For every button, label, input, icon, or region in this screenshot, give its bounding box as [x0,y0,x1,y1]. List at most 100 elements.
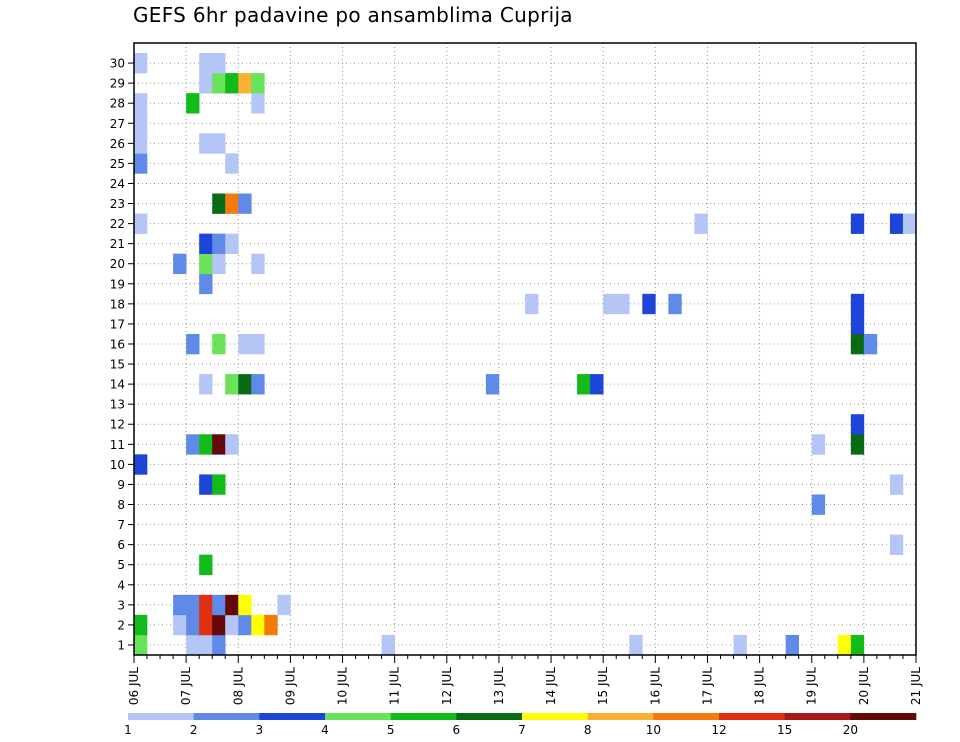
heatmap-cell [199,73,213,94]
x-tick-label: 11 JUL [388,667,402,705]
y-tick-label: 18 [110,297,125,311]
colorbar-label: 10 [646,723,661,737]
heatmap-cell [277,594,291,616]
heatmap-cell [238,193,252,214]
y-tick-label: 5 [117,558,125,572]
y-tick-label: 28 [110,97,125,111]
heatmap-cell [199,273,213,295]
colorbar-segment [587,713,654,720]
x-tick-label: 10 JUL [336,667,350,705]
heatmap-cell [212,614,226,636]
x-tick-label: 20 JUL [857,667,871,705]
y-tick-label: 23 [110,197,125,211]
heatmap-cell [212,594,226,616]
heatmap-cell [199,233,213,254]
heatmap-cell [785,634,799,656]
heatmap-cell [186,614,200,636]
heatmap-cell [134,113,148,134]
heatmap-cell [251,73,265,94]
colorbar-segment [193,713,260,720]
y-tick-label: 2 [117,618,125,632]
heatmap-cell [381,634,395,656]
heatmap-cell [134,93,148,114]
y-tick-label: 13 [110,398,125,412]
heatmap-cell [186,93,200,114]
heatmap-cell [837,634,852,656]
y-tick-label: 27 [110,117,125,131]
heatmap-cell [577,374,591,395]
heatmap-cell [733,634,747,656]
heatmap-cell [199,133,213,154]
heatmap-cell [850,213,865,234]
heatmap-cell [264,614,278,636]
heatmap-cell [251,374,265,395]
heatmap-cell [238,374,252,395]
colorbar-label: 2 [190,723,198,737]
heatmap-cell [212,634,226,656]
heatmap-cell [902,213,917,234]
y-tick-label: 15 [110,358,125,372]
colorbar-segment [784,713,851,720]
heatmap-cell [212,53,226,74]
heatmap-cell [225,233,239,254]
heatmap-cell [173,594,187,616]
y-tick-label: 12 [110,418,125,432]
heatmap-cell [134,133,148,154]
colorbar-segment [259,713,326,720]
heatmap-cell [863,333,878,355]
y-tick-label: 1 [117,638,125,652]
colorbar-segment [456,713,523,720]
heatmap-cell [668,293,682,315]
x-tick-label: 09 JUL [283,667,297,705]
heatmap-cell [251,614,265,636]
colorbar-label: 3 [256,723,264,737]
colorbar-label: 8 [584,723,592,737]
colorbar-label: 12 [711,723,726,737]
heatmap-cell [212,474,226,495]
heatmap-cell [889,534,904,555]
chart-title: GEFS 6hr padavine po ansamblima Cuprija [133,3,573,27]
y-tick-label: 8 [117,498,125,512]
y-tick-label: 11 [110,438,125,452]
heatmap-cell [485,374,500,395]
heatmap-cell [225,614,239,636]
heatmap-cell [616,293,630,315]
y-tick-label: 21 [110,237,125,251]
x-tick-label: 08 JUL [231,667,245,705]
heatmap-cell [525,293,539,315]
x-tick-label: 14 JUL [544,667,558,705]
heatmap-cell [603,293,617,315]
colorbar-segment [390,713,457,720]
heatmap-cell [186,434,200,455]
heatmap-cell [199,594,213,616]
heatmap-cell [251,333,265,355]
heatmap-cell [238,594,252,616]
colorbar-label: 1 [124,723,132,737]
x-tick-label: 12 JUL [440,667,454,705]
heatmap-cell [889,474,904,495]
colorbar-label: 7 [518,723,526,737]
y-tick-label: 14 [110,378,125,392]
heatmap-cell [225,153,239,174]
y-tick-label: 29 [110,77,125,91]
x-tick-label: 13 JUL [492,667,506,705]
heatmap-cell [629,634,643,656]
heatmap-cell [238,73,252,94]
heatmap-cell [212,333,226,355]
heatmap-cell [811,494,826,515]
heatmap-cell [251,93,265,114]
colorbar-label: 5 [387,723,395,737]
x-tick-label: 17 JUL [700,667,714,705]
colorbar-label: 4 [321,723,329,737]
heatmap-cell [134,634,148,656]
heatmap-cell [225,594,239,616]
heatmap-cell [134,454,148,475]
heatmap-cell [238,614,252,636]
heatmap-cell [186,594,200,616]
y-tick-label: 24 [110,177,125,191]
y-tick-label: 4 [117,578,125,592]
heatmap-cell [212,73,226,94]
heatmap-cell [642,293,656,315]
y-tick-label: 7 [117,518,125,532]
